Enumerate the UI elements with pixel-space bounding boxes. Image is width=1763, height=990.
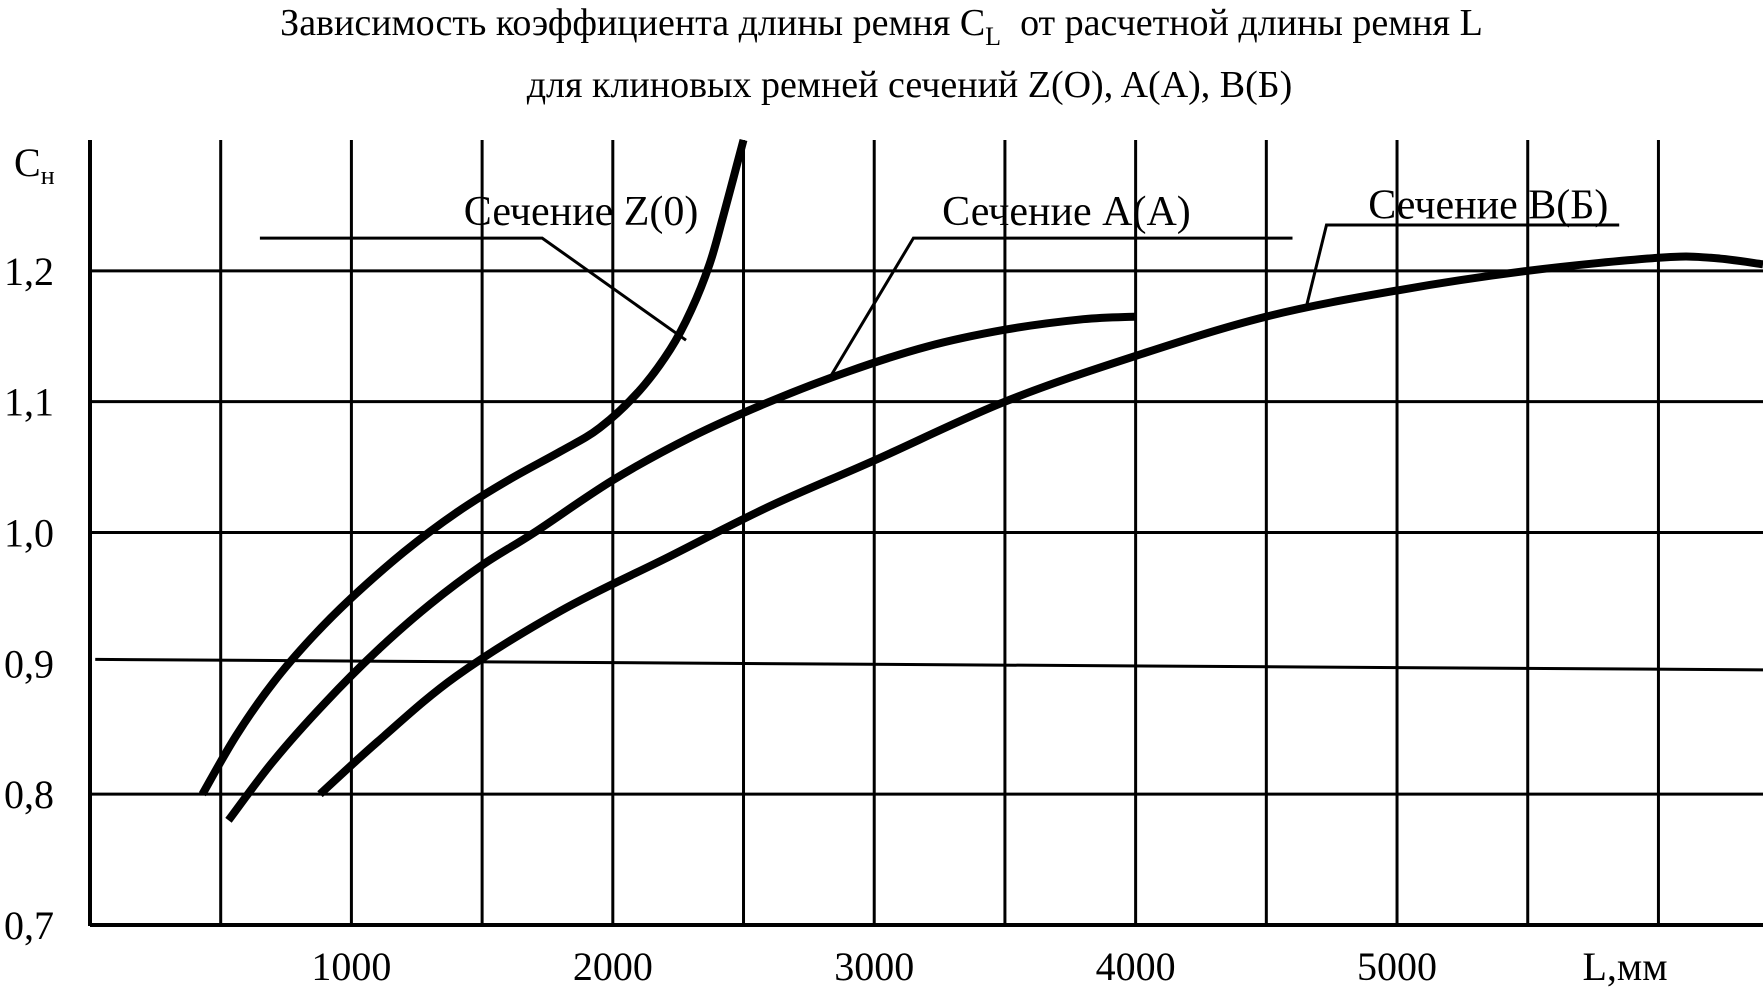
y-tick-label: 0,9 <box>4 641 54 686</box>
series-group <box>198 138 1763 823</box>
axis-labels: Cн L,мм 1000 2000 3000 4000 5000 0,7 0,8 0,9 1,0… <box>4 140 1668 989</box>
y-tick-label: 1,0 <box>4 511 54 556</box>
y-axis-label-main: C <box>14 140 41 185</box>
y-tick-label: 0,7 <box>4 903 54 948</box>
grid-line-horizontal <box>95 657 1763 672</box>
annotation-label-1: Сечение Z(0) <box>464 189 699 235</box>
chart-title-tail: от расчетной длины ремня L <box>1001 2 1483 44</box>
x-tick-label: 4000 <box>1096 944 1176 989</box>
y-tick-label: 1,1 <box>4 380 54 425</box>
annotation-leader-2 <box>825 236 1293 383</box>
y-axis-label: Cн <box>14 140 55 190</box>
x-tick-label: 5000 <box>1357 944 1437 989</box>
chart-title-main: Зависимость коэффициента длины ремня C <box>280 2 986 44</box>
y-tick-label: 1,2 <box>4 249 54 294</box>
series-line-3 <box>317 252 1763 798</box>
x-tick-label: 3000 <box>834 944 914 989</box>
chart-title-line-2: для клиновых ремней сечений Z(O), A(A), … <box>526 64 1293 106</box>
x-axis-label: L,мм <box>1582 944 1667 989</box>
y-tick-label: 0,8 <box>4 772 54 817</box>
x-tick-label: 2000 <box>573 944 653 989</box>
series-line-2 <box>225 312 1136 823</box>
annotations: Сечение Z(0) Сечение A(A) Сечение B(Б) <box>259 183 1620 383</box>
grid <box>90 140 1763 925</box>
annotation-leader-3 <box>1304 223 1620 311</box>
y-axis-label-sub: н <box>41 161 55 190</box>
chart-title-subscript: L <box>985 22 1002 51</box>
axes <box>88 140 1763 927</box>
series-line-1 <box>198 138 748 797</box>
chart-title-line-1: Зависимость коэффициента длины ремня CL … <box>0 0 1763 60</box>
annotation-label-2: Сечение A(A) <box>942 189 1191 235</box>
annotation-label-3: Сечение B(Б) <box>1368 183 1608 229</box>
x-tick-label: 1000 <box>311 944 391 989</box>
annotation-leader-1 <box>259 236 687 342</box>
